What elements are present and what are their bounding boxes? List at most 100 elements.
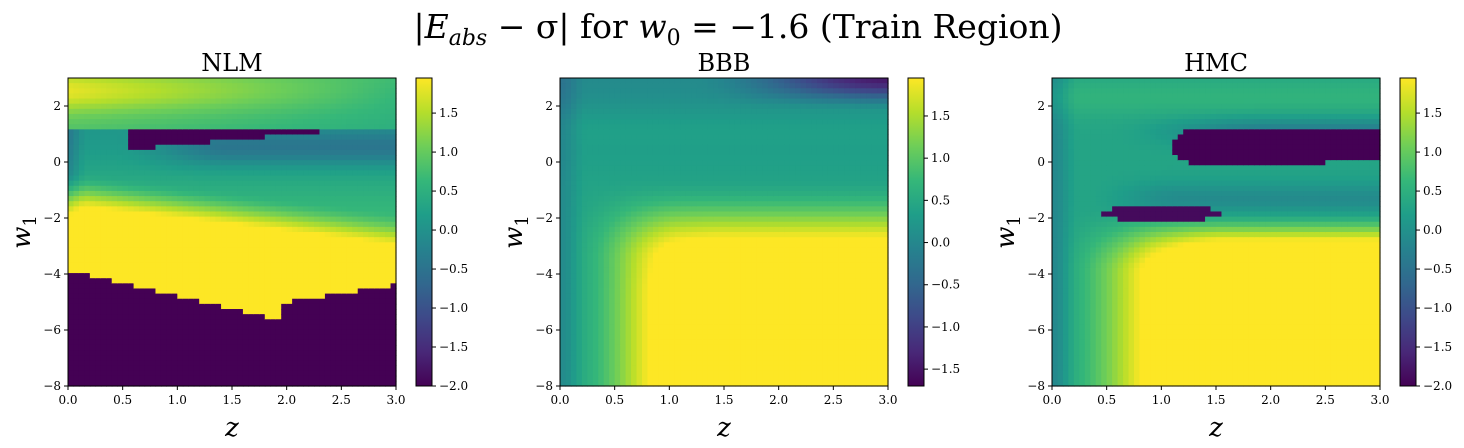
heatmap-cell	[335, 78, 342, 84]
heatmap-cell	[193, 375, 200, 382]
heatmap-cell	[89, 303, 96, 310]
heatmap-cell	[625, 365, 632, 372]
heatmap-cell	[188, 339, 195, 346]
heatmap-cell	[221, 129, 228, 136]
heatmap-cell	[133, 247, 140, 254]
heatmap-cell	[603, 93, 610, 100]
heatmap-cell	[385, 160, 392, 166]
heatmap-cell	[669, 267, 676, 274]
heatmap-cell	[95, 139, 102, 146]
heatmap-cell	[680, 78, 687, 84]
heatmap-cell	[669, 83, 676, 89]
heatmap-cell	[297, 124, 304, 130]
heatmap-cell	[226, 298, 233, 305]
heatmap-cell	[160, 329, 167, 336]
heatmap-cell	[259, 242, 266, 248]
heatmap-cell	[155, 360, 162, 367]
heatmap-cell	[68, 273, 75, 279]
heatmap-cell	[598, 216, 605, 223]
heatmap-cell	[603, 298, 610, 305]
heatmap-cell	[84, 334, 91, 341]
heatmap-cell	[242, 314, 249, 320]
heatmap-cell	[669, 288, 676, 295]
heatmap-cell	[652, 113, 659, 120]
heatmap-cell	[368, 226, 375, 233]
heatmap-cell	[193, 165, 200, 171]
heatmap-cell	[171, 365, 178, 372]
heatmap-cell	[603, 262, 610, 269]
heatmap-cell	[652, 252, 659, 259]
heatmap-cell	[363, 314, 370, 320]
heatmap-cell	[379, 319, 386, 325]
heatmap-cell	[155, 329, 162, 336]
heatmap-cell	[314, 88, 321, 94]
heatmap-cell	[84, 257, 91, 264]
heatmap-cell	[182, 211, 189, 218]
heatmap-cell	[204, 113, 211, 120]
heatmap-cell	[330, 267, 337, 274]
heatmap-cell	[253, 108, 260, 115]
heatmap-cell	[636, 98, 643, 105]
heatmap-cell	[609, 334, 616, 341]
heatmap-cell	[117, 170, 124, 177]
heatmap-cell	[663, 78, 670, 84]
heatmap-cell	[133, 303, 140, 310]
heatmap-cell	[78, 247, 85, 254]
heatmap-cell	[598, 293, 605, 300]
heatmap-cell	[565, 144, 572, 151]
heatmap-cell	[390, 375, 397, 382]
heatmap-cell	[133, 124, 140, 130]
heatmap-cell	[95, 242, 102, 248]
heatmap-cell	[587, 360, 594, 367]
heatmap-cell	[308, 170, 315, 177]
heatmap-cell	[166, 355, 173, 361]
heatmap-cell	[232, 303, 239, 310]
heatmap-cell	[636, 119, 643, 125]
heatmap-cell	[620, 221, 627, 228]
heatmap-cell	[308, 119, 315, 125]
heatmap-cell	[248, 380, 255, 387]
heatmap-cell	[576, 350, 583, 356]
heatmap-cell	[652, 175, 659, 182]
heatmap-cell	[663, 252, 670, 259]
heatmap-cell	[155, 216, 162, 223]
heatmap-cell	[193, 355, 200, 361]
heatmap-cell	[587, 160, 594, 166]
heatmap-cell	[603, 144, 610, 151]
heatmap-cell	[155, 339, 162, 346]
heatmap-cell	[385, 314, 392, 320]
heatmap-cell	[390, 380, 397, 387]
heatmap-cell	[631, 175, 638, 182]
heatmap-cell	[100, 93, 107, 100]
heatmap-cell	[669, 211, 676, 218]
heatmap-cell	[122, 262, 129, 269]
heatmap-cell	[592, 103, 599, 110]
heatmap-cell	[292, 324, 299, 331]
heatmap-cell	[264, 324, 271, 331]
heatmap-cell	[346, 273, 353, 279]
heatmap-cell	[111, 129, 118, 136]
heatmap-cell	[84, 119, 91, 125]
heatmap-cell	[368, 93, 375, 100]
heatmap-cell	[160, 190, 167, 197]
heatmap-cell	[652, 319, 659, 325]
heatmap-cell	[379, 324, 386, 331]
heatmap-cell	[292, 83, 299, 89]
heatmap-cell	[663, 149, 670, 156]
heatmap-cell	[232, 237, 239, 243]
heatmap-cell	[286, 98, 293, 105]
heatmap-cell	[122, 88, 129, 94]
heatmap-cell	[193, 283, 200, 290]
heatmap-cell	[390, 242, 397, 248]
heatmap-cell	[658, 278, 665, 284]
heatmap-cell	[68, 190, 75, 197]
heatmap-cell	[106, 134, 113, 141]
heatmap-cell	[308, 232, 315, 238]
heatmap-cell	[171, 144, 178, 151]
heatmap-cell	[560, 319, 567, 325]
heatmap-cell	[379, 201, 386, 207]
heatmap-cell	[663, 237, 670, 243]
heatmap-cell	[363, 283, 370, 290]
heatmap-cell	[663, 113, 670, 120]
heatmap-cell	[270, 232, 277, 238]
